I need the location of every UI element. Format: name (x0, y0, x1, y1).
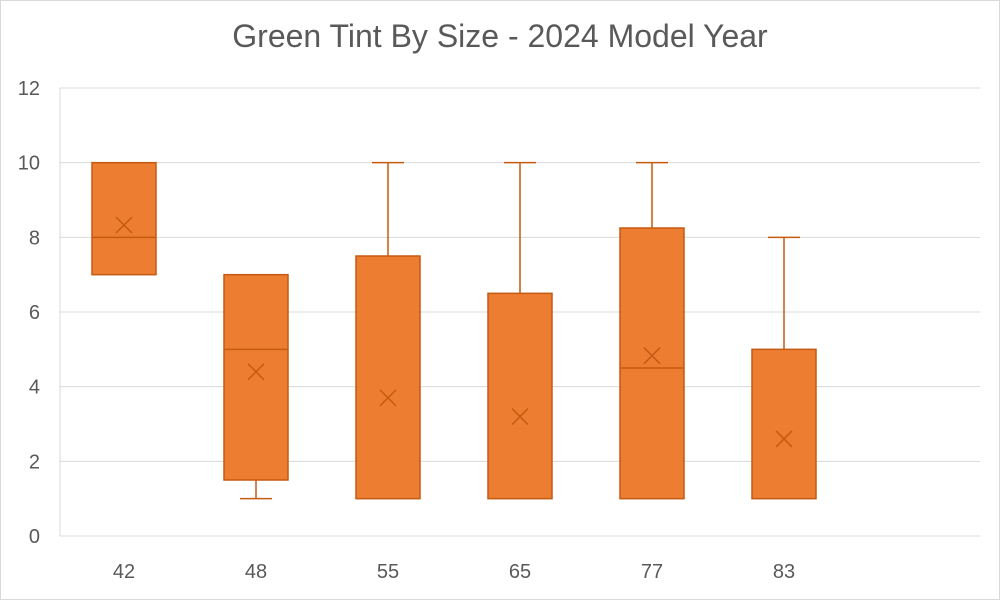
y-tick-label: 6 (29, 302, 40, 324)
iqr-box (355, 255, 421, 500)
box-83 (751, 236, 817, 500)
iqr-box (619, 227, 685, 500)
iqr-box (223, 273, 289, 481)
x-tick-label: 65 (509, 561, 531, 583)
mean-marker (511, 408, 529, 426)
y-tick-label: 4 (29, 377, 40, 399)
chart-title: Green Tint By Size - 2024 Model Year (232, 18, 768, 54)
x-tick-label: 42 (113, 561, 135, 583)
iqr-box (487, 292, 553, 500)
x-tick-label: 48 (245, 561, 267, 583)
mean-marker (115, 216, 133, 234)
box-series (91, 161, 817, 500)
x-tick-label: 77 (641, 561, 663, 583)
x-tick-label: 83 (773, 561, 795, 583)
mean-marker (247, 363, 265, 381)
y-tick-label: 8 (29, 227, 40, 249)
box-77 (619, 161, 685, 500)
mean-marker (643, 347, 661, 365)
box-55 (355, 161, 421, 500)
box-42 (91, 161, 157, 276)
y-tick-label: 10 (18, 153, 40, 175)
mean-marker (379, 389, 397, 407)
x-axis-ticks: 42 48 55 65 77 83 (113, 561, 795, 583)
box-65 (487, 161, 553, 500)
mean-marker (775, 430, 793, 448)
y-tick-label: 12 (18, 78, 40, 100)
y-tick-label: 0 (29, 526, 40, 548)
iqr-box (751, 348, 817, 500)
iqr-box (91, 161, 157, 276)
box-48 (223, 273, 289, 500)
x-tick-label: 55 (377, 561, 399, 583)
y-tick-label: 2 (29, 451, 40, 473)
y-axis-ticks: 0 2 4 6 8 10 12 (18, 78, 40, 548)
